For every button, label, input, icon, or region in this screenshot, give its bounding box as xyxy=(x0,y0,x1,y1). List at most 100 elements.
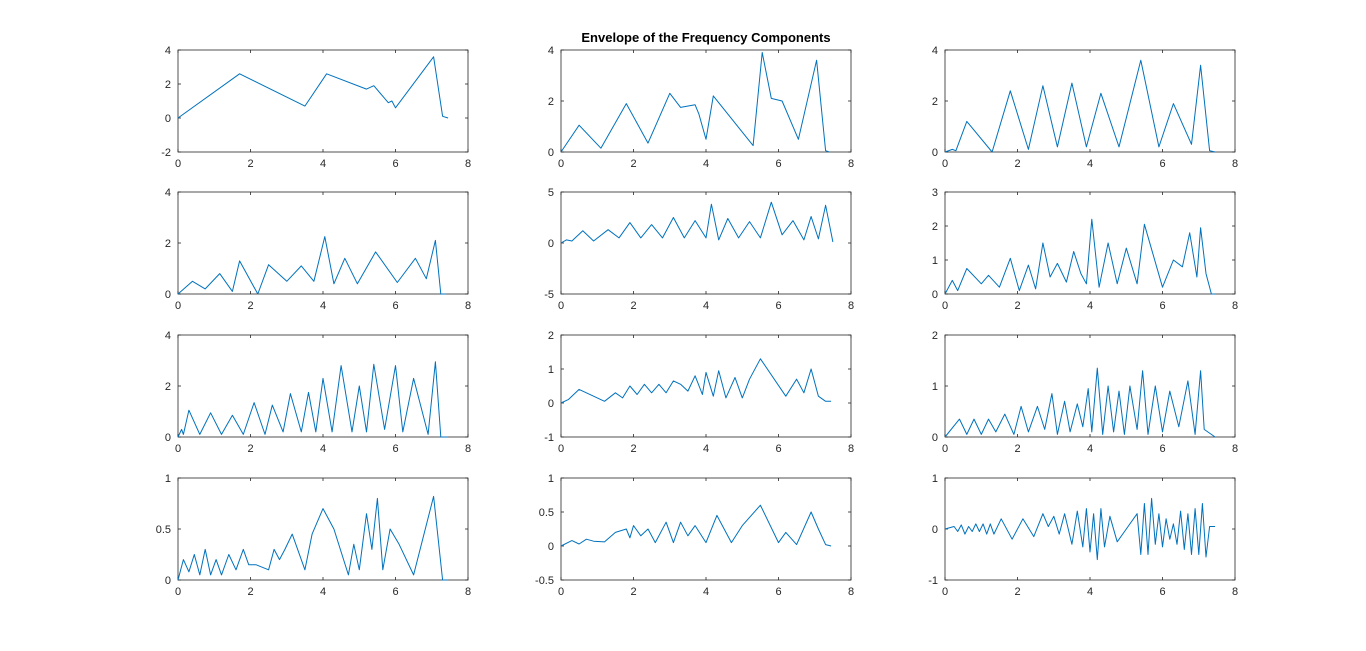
y-tick-label: 2 xyxy=(548,96,554,108)
x-tick-label: 6 xyxy=(392,443,398,455)
x-tick-label: 4 xyxy=(320,300,326,312)
series-line xyxy=(560,52,830,153)
subplot-6: 0 2 4 6 8 0 1 2 3 xyxy=(932,187,1238,312)
subplot-10: 0 2 4 6 8 0 0.5 1 xyxy=(156,473,471,598)
x-tick-label: 8 xyxy=(848,586,854,598)
x-tick-label: 4 xyxy=(320,443,326,455)
x-tick-label: 2 xyxy=(630,300,636,312)
y-tick-label: 5 xyxy=(548,187,554,199)
x-tick-label: 2 xyxy=(630,158,636,170)
x-tick-label: 8 xyxy=(848,158,854,170)
x-tick-label: 0 xyxy=(558,443,564,455)
series-line xyxy=(560,504,832,547)
y-tick-label: 4 xyxy=(932,45,938,57)
axes-box xyxy=(560,477,852,581)
y-tick-label: 4 xyxy=(548,45,554,57)
x-tick-label: 8 xyxy=(1232,586,1238,598)
y-tick-label: 2 xyxy=(165,79,171,91)
y-tick-label: 0 xyxy=(165,432,171,444)
y-tick-label: -2 xyxy=(161,147,171,159)
y-tick-label: 1 xyxy=(932,255,938,267)
series-line xyxy=(177,361,449,438)
x-tick-label: 2 xyxy=(630,443,636,455)
y-tick-label: -5 xyxy=(544,289,554,301)
y-tick-label: 0 xyxy=(548,541,554,553)
x-tick-label: 0 xyxy=(558,586,564,598)
x-tick-label: 0 xyxy=(175,443,181,455)
y-tick-label: -0.5 xyxy=(535,575,554,587)
x-tick-label: 6 xyxy=(392,586,398,598)
x-tick-label: 6 xyxy=(775,158,781,170)
y-tick-label: 0 xyxy=(932,289,938,301)
series-line xyxy=(177,236,447,295)
y-tick-label: 4 xyxy=(165,330,171,342)
subplot-4: 0 2 4 6 8 0 2 4 xyxy=(165,187,471,312)
axes-box xyxy=(177,334,469,438)
x-tick-label: 8 xyxy=(465,300,471,312)
y-tick-label: 4 xyxy=(165,45,171,57)
series-line xyxy=(177,56,449,119)
x-tick-label: 4 xyxy=(703,158,709,170)
axes-box xyxy=(944,334,1236,438)
x-tick-label: 4 xyxy=(1087,586,1093,598)
x-tick-label: 2 xyxy=(1014,300,1020,312)
x-tick-label: 8 xyxy=(1232,443,1238,455)
y-tick-label: 1 xyxy=(165,473,171,485)
x-tick-label: 0 xyxy=(942,443,948,455)
subplot-11: 0 2 4 6 8 -0.5 0 0.5 1 xyxy=(535,473,854,598)
x-tick-label: 4 xyxy=(320,158,326,170)
y-tick-label: 0 xyxy=(165,289,171,301)
x-tick-label: 4 xyxy=(1087,300,1093,312)
y-tick-label: 1 xyxy=(548,473,554,485)
subplot-12: 0 2 4 6 8 -1 0 1 xyxy=(928,473,1238,598)
series-line xyxy=(944,59,1216,153)
x-tick-label: 0 xyxy=(942,586,948,598)
x-tick-label: 6 xyxy=(775,586,781,598)
y-tick-label: 1 xyxy=(932,381,938,393)
x-tick-label: 6 xyxy=(392,300,398,312)
series-line xyxy=(944,367,1216,438)
x-tick-label: 2 xyxy=(247,586,253,598)
axes-box xyxy=(560,191,852,295)
x-tick-label: 0 xyxy=(175,158,181,170)
y-tick-label: 3 xyxy=(932,187,938,199)
series-line xyxy=(944,218,1216,295)
y-tick-label: 0 xyxy=(932,432,938,444)
axes-box xyxy=(177,477,469,581)
x-tick-label: 2 xyxy=(247,443,253,455)
x-tick-label: 8 xyxy=(1232,300,1238,312)
subplot-1: 0 2 4 6 8 -2 0 2 4 xyxy=(161,45,471,170)
subplot-2: 0 2 4 6 8 0 2 4 xyxy=(548,45,854,170)
axes-box xyxy=(560,49,852,153)
series-line xyxy=(177,495,449,581)
x-tick-label: 4 xyxy=(703,586,709,598)
y-tick-label: 0 xyxy=(548,398,554,410)
x-tick-label: 0 xyxy=(942,300,948,312)
x-tick-label: 6 xyxy=(1159,158,1165,170)
y-tick-label: 4 xyxy=(165,187,171,199)
y-tick-label: 0 xyxy=(165,575,171,587)
x-tick-label: 4 xyxy=(703,300,709,312)
y-tick-label: 0 xyxy=(548,147,554,159)
x-tick-label: 6 xyxy=(775,443,781,455)
subplot-9: 0 2 4 6 8 0 1 2 xyxy=(932,330,1238,455)
x-tick-label: 0 xyxy=(558,300,564,312)
axes-box xyxy=(944,49,1236,153)
x-tick-label: 8 xyxy=(465,586,471,598)
series-line xyxy=(560,201,834,244)
y-tick-label: 0 xyxy=(165,113,171,125)
x-tick-label: 8 xyxy=(848,300,854,312)
x-tick-label: 6 xyxy=(392,158,398,170)
y-tick-label: 2 xyxy=(932,221,938,233)
x-tick-label: 8 xyxy=(465,443,471,455)
x-tick-label: 2 xyxy=(1014,158,1020,170)
x-tick-label: 0 xyxy=(175,300,181,312)
y-tick-label: 0 xyxy=(932,147,938,159)
axes-box xyxy=(177,49,469,153)
figure-title: Envelope of the Frequency Components xyxy=(581,30,830,45)
y-tick-label: 2 xyxy=(932,330,938,342)
y-tick-label: 2 xyxy=(548,330,554,342)
x-tick-label: 6 xyxy=(775,300,781,312)
y-tick-label: 0 xyxy=(932,524,938,536)
